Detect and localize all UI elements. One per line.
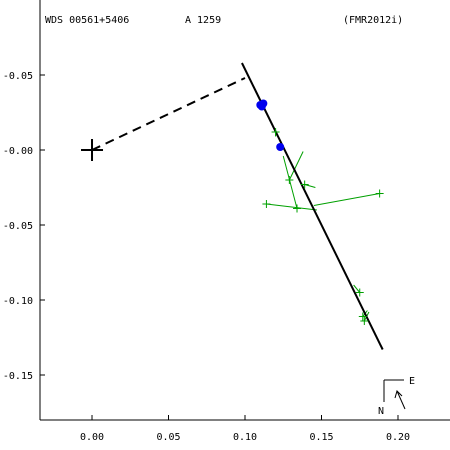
y-tick-label: -0.10 bbox=[3, 296, 33, 307]
x-tick-label: 0.05 bbox=[156, 432, 180, 443]
residual-line bbox=[313, 193, 380, 206]
measurement-blue-point bbox=[257, 102, 266, 111]
x-tick-label: 0.00 bbox=[80, 432, 104, 443]
measurement-green-point bbox=[271, 128, 280, 136]
residual-line bbox=[353, 284, 361, 293]
motion-arrowhead-icon bbox=[394, 390, 403, 399]
pair-label: A 1259 bbox=[185, 15, 221, 26]
measurement-green-point bbox=[358, 312, 367, 321]
x-tick-label: 0.10 bbox=[233, 432, 257, 443]
measurement-green-point bbox=[355, 288, 364, 297]
residual-line bbox=[282, 155, 298, 209]
residual-line bbox=[288, 151, 304, 181]
residual-line bbox=[266, 203, 317, 211]
measurement-green-point bbox=[293, 204, 302, 213]
periastron-line bbox=[91, 77, 246, 151]
measurement-green-point bbox=[300, 180, 309, 189]
compass: E N bbox=[378, 376, 415, 417]
y-tick-label: -0.00 bbox=[3, 146, 33, 157]
compass-east-label: E bbox=[409, 376, 415, 387]
compass-north-label: N bbox=[378, 406, 384, 417]
primary-star-marker bbox=[81, 139, 104, 161]
measurement-green-point bbox=[360, 317, 369, 325]
x-tick-label: 0.20 bbox=[386, 432, 410, 443]
reference-label: (FMR2012i) bbox=[343, 15, 403, 26]
y-tick-label: -0.05 bbox=[3, 221, 33, 232]
x-tick-label: 0.15 bbox=[309, 432, 333, 443]
chart-marks bbox=[81, 62, 384, 350]
x-ticks: 0.00 0.05 0.10 0.15 0.20 bbox=[80, 415, 410, 443]
orbit-line bbox=[241, 62, 384, 350]
y-tick-label: -0.05 bbox=[3, 71, 33, 82]
y-ticks: -0.05 -0.00 -0.05 -0.10 -0.15 bbox=[3, 71, 45, 382]
measurement-green-point bbox=[285, 176, 294, 184]
system-label: WDS 00561+5406 bbox=[45, 15, 129, 26]
measurement-green-point bbox=[262, 200, 271, 208]
measurement-green-point bbox=[375, 189, 384, 198]
motion-arrow-icon bbox=[396, 390, 406, 410]
measurement-blue-point bbox=[276, 143, 285, 151]
y-tick-label: -0.15 bbox=[3, 371, 33, 382]
